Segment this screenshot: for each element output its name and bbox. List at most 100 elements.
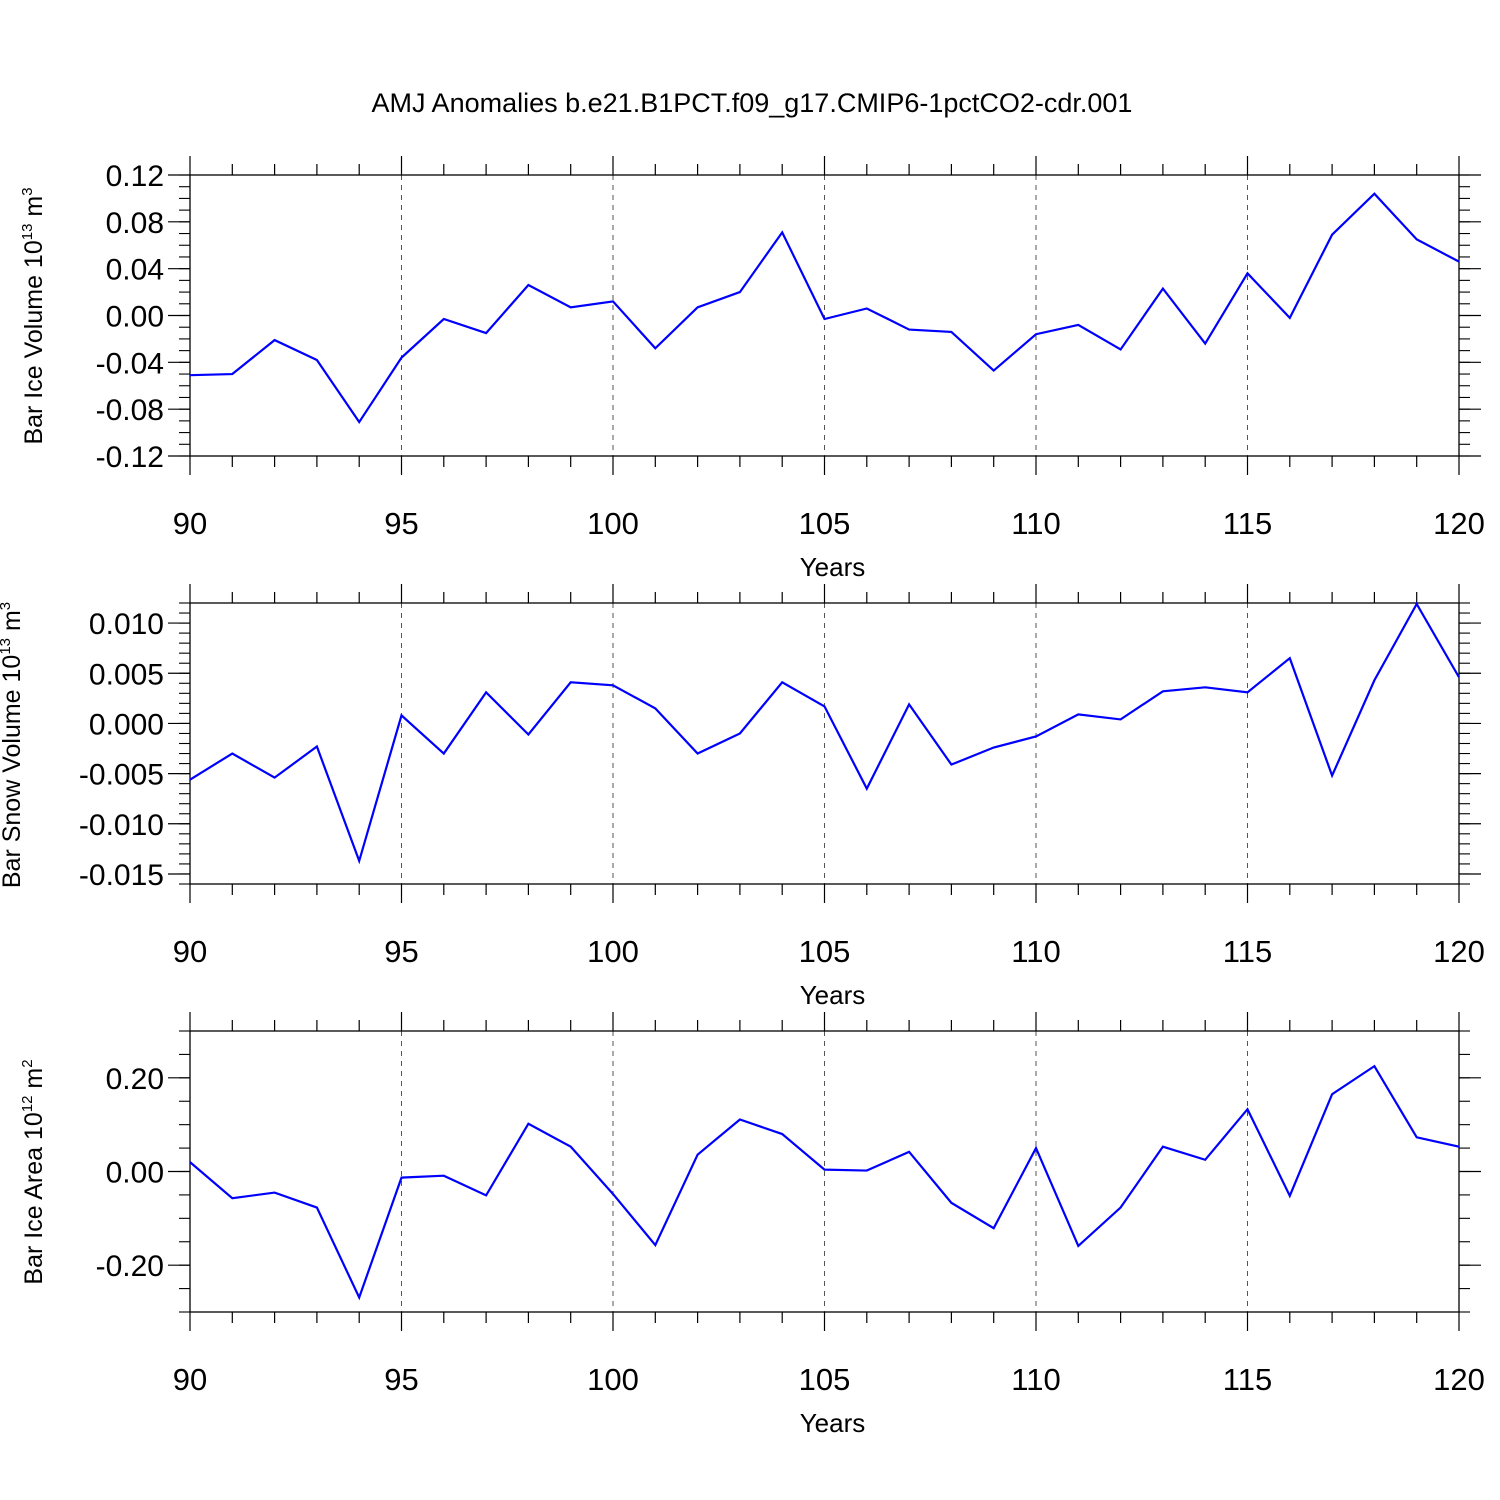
- data-point: [1416, 603, 1418, 605]
- data-point: [1204, 686, 1206, 688]
- x-axis-label: Years: [800, 980, 866, 1010]
- y-tick-label: 0.000: [89, 708, 164, 741]
- data-point: [1416, 1136, 1418, 1138]
- panel-ice-volume: 90 95 100 105 110 115 120 -0.12 -0.08 -0.04 0.00 0.…: [19, 156, 1485, 582]
- data-point: [1035, 1147, 1037, 1149]
- data-point: [570, 306, 572, 308]
- data-point: [1373, 193, 1375, 195]
- y-axis-label-part: Bar Ice Area 10: [20, 1112, 48, 1284]
- data-point: [950, 331, 952, 333]
- x-tick-label: 90: [173, 934, 207, 969]
- y-axis-label-part: 13: [19, 224, 36, 241]
- series-line: [189, 1064, 1460, 1301]
- y-axis-label-part: 13: [0, 638, 14, 655]
- y-tick-label: -0.010: [79, 809, 164, 842]
- data-point: [527, 1123, 529, 1125]
- y-tick-label: -0.08: [96, 394, 164, 427]
- data-point: [485, 691, 487, 693]
- data-point: [697, 1154, 699, 1156]
- data-point: [781, 1133, 783, 1135]
- series-line: [189, 192, 1460, 425]
- data-point: [1458, 261, 1460, 263]
- y-tick-label: -0.04: [96, 347, 164, 380]
- data-point: [316, 746, 318, 748]
- data-point: [1204, 1159, 1206, 1161]
- y-tick-label: -0.005: [79, 759, 164, 792]
- data-point: [274, 339, 276, 341]
- chart-title: AMJ Anomalies b.e21.B1PCT.f09_g17.CMIP6-…: [372, 88, 1133, 118]
- x-tick-label: 110: [1011, 1362, 1060, 1397]
- y-axis-label-part: Bar Snow Volume 10: [0, 655, 26, 888]
- x-tick-label: 95: [384, 1362, 418, 1397]
- y-tick-label: 0.010: [89, 608, 164, 641]
- y-axis-label: Bar Ice Area 1012 m2: [19, 1059, 48, 1284]
- data-point: [950, 764, 952, 766]
- data-point: [358, 860, 360, 862]
- data-point: [274, 777, 276, 779]
- y-axis-label-part: m: [20, 196, 48, 224]
- data-point: [1162, 690, 1164, 692]
- data-point: [612, 300, 614, 302]
- x-tick-label: 120: [1433, 506, 1485, 541]
- y-tick-label: 0.08: [106, 207, 164, 240]
- data-point: [358, 421, 360, 423]
- x-tick-label: 115: [1223, 1362, 1272, 1397]
- data-point: [401, 357, 403, 359]
- x-tick-label: 110: [1011, 506, 1060, 541]
- data-point: [485, 332, 487, 334]
- x-tick-label: 95: [384, 934, 418, 969]
- data-point: [443, 753, 445, 755]
- data-point: [1035, 333, 1037, 335]
- data-point: [993, 1227, 995, 1229]
- data-point: [612, 1193, 614, 1195]
- series-line: [189, 601, 1460, 865]
- data-point: [1120, 718, 1122, 720]
- data-point: [527, 284, 529, 286]
- data-point: [739, 732, 741, 734]
- y-tick-label: 0.005: [89, 658, 164, 691]
- x-tick-label: 90: [173, 506, 207, 541]
- data-point: [189, 374, 191, 376]
- x-tick-label: 115: [1223, 506, 1272, 541]
- data-point: [781, 231, 783, 233]
- x-axis-label: Years: [800, 1408, 866, 1438]
- data-point: [697, 753, 699, 755]
- x-tick-label: 100: [587, 934, 639, 969]
- x-tick-label: 115: [1223, 934, 1272, 969]
- data-point: [401, 714, 403, 716]
- data-point: [654, 1244, 656, 1246]
- data-point: [993, 370, 995, 372]
- data-point: [1331, 234, 1333, 236]
- data-point: [570, 681, 572, 683]
- x-tick-label: 120: [1433, 934, 1485, 969]
- y-tick-label: -0.20: [96, 1250, 164, 1283]
- y-axis-label-part: m: [0, 610, 26, 638]
- y-tick-label: 0.04: [106, 254, 164, 287]
- x-tick-label: 100: [587, 506, 639, 541]
- data-point: [274, 1192, 276, 1194]
- data-point: [654, 347, 656, 349]
- data-point: [231, 753, 233, 755]
- data-point: [316, 1207, 318, 1209]
- data-point: [485, 1194, 487, 1196]
- data-point: [1035, 735, 1037, 737]
- y-tick-label: 0.12: [106, 160, 164, 193]
- y-axis-label-part: 12: [19, 1096, 36, 1113]
- data-point: [401, 1177, 403, 1179]
- y-axis-label-part: Bar Ice Volume 10: [20, 240, 48, 444]
- data-point: [866, 1170, 868, 1172]
- data-point: [993, 747, 995, 749]
- data-point: [612, 684, 614, 686]
- data-point: [189, 1161, 191, 1163]
- y-axis-label-part: 2: [19, 1059, 36, 1067]
- panel-ice-area: 90 95 100 105 110 115 120 -0.20 0.00 0.20 Years Bar…: [19, 1012, 1485, 1438]
- data-point: [1289, 1195, 1291, 1197]
- y-axis-label-part: 3: [19, 187, 36, 195]
- data-point: [1458, 1146, 1460, 1148]
- data-point: [1373, 1065, 1375, 1067]
- y-axis-label: Bar Snow Volume 1013 m3: [0, 602, 26, 888]
- x-tick-label: 120: [1433, 1362, 1485, 1397]
- data-point: [950, 1202, 952, 1204]
- data-point: [1077, 1245, 1079, 1247]
